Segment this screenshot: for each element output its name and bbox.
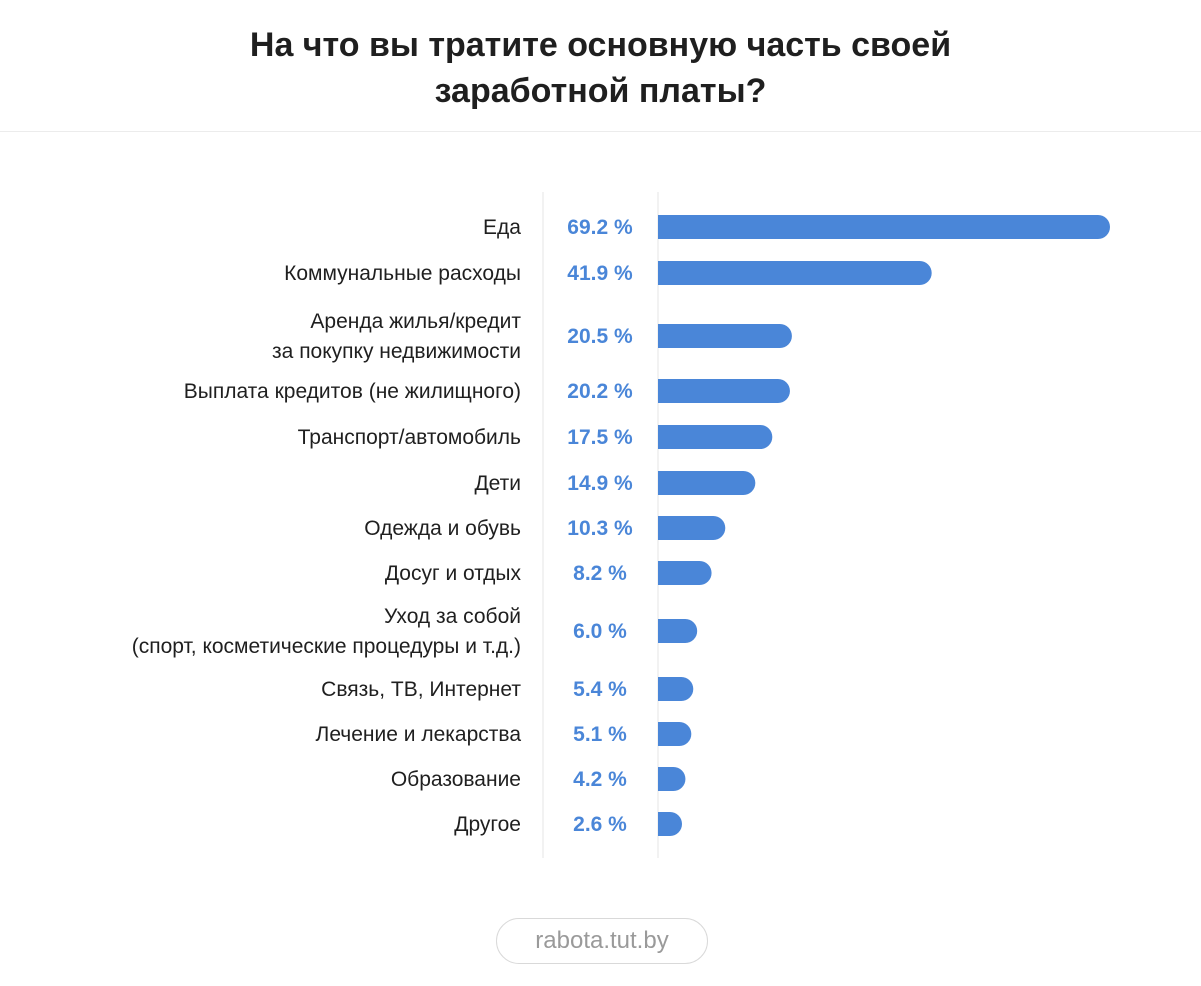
category-label: Коммунальные расходы: [284, 262, 521, 285]
bar: [658, 379, 790, 403]
category-label: Другое: [454, 813, 521, 836]
bar-base: [658, 722, 670, 746]
bar-base: [658, 379, 670, 403]
bar-base: [658, 812, 670, 836]
bar: [658, 324, 792, 348]
chart-title-line-1: На что вы тратите основную часть своей: [249, 26, 952, 64]
category-label: Досуг и отдых: [385, 562, 522, 585]
category-label: за покупку недвижимости: [272, 340, 521, 363]
source-badge[interactable]: rabota.tut.by: [496, 918, 708, 964]
value-label: 14.9 %: [567, 472, 633, 495]
category-label: Связь, ТВ, Интернет: [321, 678, 521, 701]
category-label: Дети: [474, 472, 521, 495]
category-label: Выплата кредитов (не жилищного): [184, 380, 521, 403]
value-label: 4.2 %: [573, 768, 627, 791]
value-label: 41.9 %: [567, 262, 633, 285]
value-label: 6.0 %: [573, 620, 627, 643]
bar-base: [658, 619, 670, 643]
bar-base: [658, 425, 670, 449]
bar-base: [658, 471, 670, 495]
value-label: 17.5 %: [567, 426, 633, 449]
value-label: 5.1 %: [573, 723, 627, 746]
bar-base: [658, 215, 670, 239]
value-label: 10.3 %: [567, 517, 633, 540]
title-divider: [0, 131, 1201, 132]
category-label: Лечение и лекарства: [316, 723, 522, 746]
chart-title-line-2: заработной платы?: [434, 72, 767, 110]
value-label: 2.6 %: [573, 813, 627, 836]
category-label: Еда: [483, 216, 521, 239]
bar-base: [658, 677, 670, 701]
category-label: Уход за собой: [384, 605, 521, 628]
bar: [658, 471, 756, 495]
bar: [658, 561, 712, 585]
bar-base: [658, 767, 670, 791]
value-label: 20.2 %: [567, 380, 633, 403]
value-label: 5.4 %: [573, 678, 627, 701]
category-label: Образование: [391, 768, 521, 791]
bar-base: [658, 516, 670, 540]
value-label: 20.5 %: [567, 325, 633, 348]
bar-base: [658, 324, 670, 348]
category-label: Аренда жилья/кредит: [310, 310, 521, 333]
category-label: (спорт, косметические процедуры и т.д.): [132, 635, 521, 658]
category-label: Одежда и обувь: [364, 517, 521, 540]
chart-title: На что вы тратите основную часть своей з…: [0, 22, 1201, 114]
value-label: 8.2 %: [573, 562, 627, 585]
bar: [658, 261, 932, 285]
bar-base: [658, 561, 670, 585]
bar: [658, 516, 726, 540]
bar: [658, 215, 1110, 239]
bar-base: [658, 261, 670, 285]
category-label: Транспорт/автомобиль: [298, 426, 521, 449]
bar: [658, 425, 773, 449]
value-label: 69.2 %: [567, 216, 633, 239]
